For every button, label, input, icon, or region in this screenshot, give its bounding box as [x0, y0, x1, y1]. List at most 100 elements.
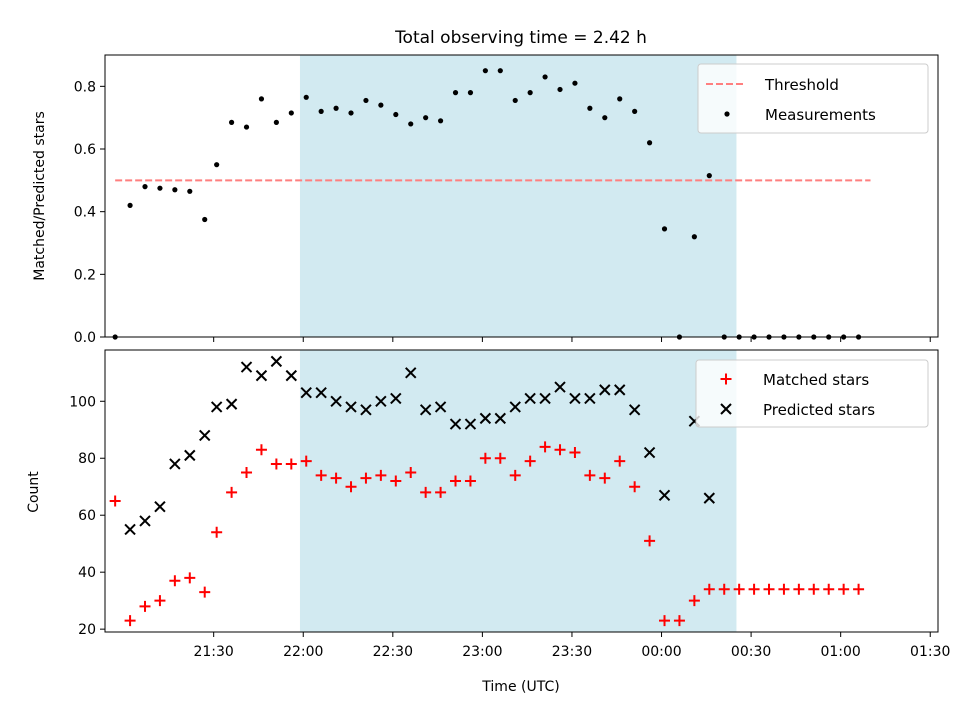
data-point: [643, 446, 656, 459]
x-tick-label: 00:30: [731, 644, 771, 660]
data-point: [375, 395, 387, 407]
data-point: [838, 583, 850, 595]
data-point: [673, 615, 685, 627]
data-point: [315, 387, 327, 399]
series-predicted-stars: [124, 355, 716, 536]
data-point: [527, 90, 533, 96]
data-point: [539, 441, 551, 453]
data-point: [778, 583, 790, 595]
data-point: [587, 105, 593, 111]
data-point: [142, 184, 148, 190]
data-point: [509, 469, 521, 481]
data-point: [241, 466, 253, 478]
data-point: [184, 449, 196, 462]
observing-window: [299, 350, 737, 632]
data-point: [405, 367, 417, 379]
data-point: [614, 455, 626, 467]
data-point: [330, 472, 342, 484]
data-point: [199, 429, 211, 442]
data-point: [300, 387, 312, 399]
data-point: [450, 475, 462, 487]
data-point: [497, 68, 503, 74]
data-point: [823, 583, 835, 595]
data-point: [390, 392, 402, 405]
data-point: [703, 492, 716, 504]
data-point: [390, 475, 402, 487]
legend-threshold-label: Threshold: [764, 76, 839, 94]
y-tick-label: 0.2: [74, 267, 96, 283]
data-point: [345, 481, 357, 493]
data-point: [658, 489, 671, 501]
data-point: [467, 90, 474, 96]
count-panel: 20 40 60 80 100 21:30 22:00 22:30 23:00 23:30 00:0…: [69, 349, 950, 660]
data-point: [169, 575, 181, 587]
data-point: [187, 188, 193, 194]
legend-measurements-label: Measurements: [765, 106, 876, 124]
data-point: [748, 583, 760, 595]
data-point: [599, 472, 611, 484]
data-point: [318, 108, 324, 114]
data-point: [569, 447, 581, 459]
data-point: [706, 173, 712, 179]
axes-frame: [104, 349, 939, 633]
data-point: [688, 595, 700, 607]
data-point: [172, 187, 178, 193]
data-point: [572, 80, 578, 86]
data-point: [226, 486, 238, 498]
data-point: [539, 392, 551, 405]
y-tick-label: 0.4: [74, 205, 96, 221]
data-point: [614, 384, 626, 396]
x-tick-label: 23:00: [462, 644, 502, 660]
data-point: [479, 452, 491, 464]
x-tick-label: 01:30: [910, 644, 950, 660]
legend-box: [697, 63, 929, 134]
data-point: [184, 572, 196, 584]
data-point: [315, 469, 327, 481]
data-point: [285, 458, 297, 470]
data-point: [733, 583, 745, 595]
legend-matched-swatch: [720, 373, 732, 385]
data-point: [494, 412, 507, 425]
x-tick-label: 22:30: [373, 644, 413, 660]
x-tick-label: 01:00: [820, 644, 860, 660]
x-axis-label: Time (UTC): [481, 679, 559, 695]
data-point: [375, 469, 387, 481]
data-point: [437, 118, 444, 124]
data-point: [109, 495, 121, 507]
observing-window: [299, 55, 737, 337]
data-point: [270, 355, 283, 368]
data-point: [584, 392, 596, 405]
data-point: [273, 119, 279, 125]
data-point: [464, 418, 477, 430]
data-point: [405, 466, 417, 478]
data-point: [169, 458, 181, 470]
data-point: [214, 162, 220, 168]
y-axis-label-ratio: Matched/Predicted stars: [32, 111, 48, 281]
data-point: [646, 140, 653, 146]
y-tick-label: 0.6: [74, 142, 96, 158]
data-point: [124, 615, 136, 627]
y-tick-label: 80: [78, 451, 96, 467]
data-point: [393, 111, 399, 118]
data-point: [599, 384, 611, 396]
y-tick-label: 40: [78, 565, 96, 581]
data-point: [243, 124, 250, 130]
legend-measurements-swatch: [724, 111, 730, 117]
data-point: [617, 96, 623, 102]
data-point: [524, 455, 536, 467]
data-point: [363, 97, 369, 104]
legend-predicted-label: Predicted stars: [763, 401, 875, 419]
data-point: [554, 381, 566, 393]
data-point: [808, 583, 820, 595]
data-point: [703, 583, 715, 595]
data-point: [554, 444, 566, 456]
data-point: [258, 96, 265, 102]
y-tick-label: 0.0: [74, 330, 96, 346]
data-point: [288, 110, 294, 116]
data-point: [285, 369, 298, 382]
data-point: [718, 583, 730, 595]
data-point: [408, 121, 414, 127]
data-point: [512, 97, 518, 104]
data-point: [524, 392, 536, 405]
